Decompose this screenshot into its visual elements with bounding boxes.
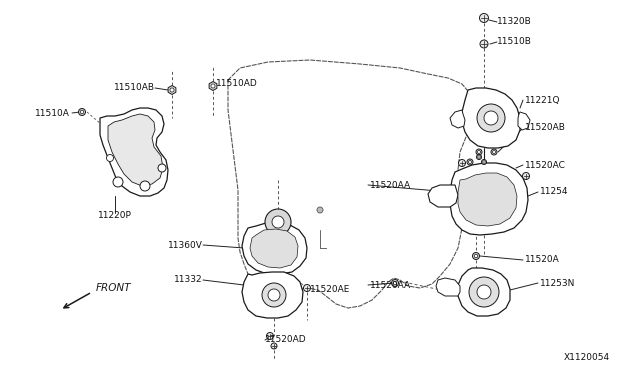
Circle shape [476, 149, 482, 155]
Circle shape [266, 333, 273, 340]
Text: 11221Q: 11221Q [525, 96, 561, 105]
Circle shape [477, 154, 481, 160]
Circle shape [140, 181, 150, 191]
Circle shape [481, 160, 486, 164]
Text: 11520AA: 11520AA [370, 180, 411, 189]
Circle shape [467, 159, 473, 165]
Text: 11510AB: 11510AB [114, 83, 155, 93]
Circle shape [477, 151, 481, 154]
Polygon shape [450, 110, 465, 128]
Text: 11520AA: 11520AA [370, 280, 411, 289]
Circle shape [393, 281, 397, 285]
Text: 11510AD: 11510AD [216, 80, 258, 89]
Circle shape [268, 289, 280, 301]
Circle shape [477, 104, 505, 132]
Polygon shape [436, 278, 460, 296]
Text: 11253N: 11253N [540, 279, 575, 288]
Text: 11510A: 11510A [35, 109, 70, 118]
Circle shape [113, 177, 123, 187]
Polygon shape [108, 114, 163, 186]
Text: 11510B: 11510B [497, 38, 532, 46]
Polygon shape [450, 163, 528, 235]
Circle shape [484, 111, 498, 125]
Text: 11332: 11332 [174, 276, 203, 285]
Polygon shape [250, 229, 298, 268]
Circle shape [317, 207, 323, 213]
Text: 11520A: 11520A [525, 256, 560, 264]
Circle shape [480, 40, 488, 48]
Text: 11320B: 11320B [497, 17, 532, 26]
Text: 11520AD: 11520AD [265, 336, 307, 344]
Text: 11360V: 11360V [168, 241, 203, 250]
Polygon shape [228, 60, 474, 308]
Polygon shape [100, 108, 168, 196]
Circle shape [472, 253, 479, 260]
Circle shape [170, 88, 174, 92]
Polygon shape [428, 185, 458, 207]
Polygon shape [242, 222, 307, 274]
Circle shape [158, 164, 166, 172]
Circle shape [522, 173, 529, 180]
Circle shape [262, 283, 286, 307]
Polygon shape [518, 112, 530, 130]
Text: 11520AE: 11520AE [310, 285, 350, 295]
Polygon shape [209, 81, 217, 90]
Text: 11254: 11254 [540, 187, 568, 196]
Circle shape [392, 279, 399, 286]
Circle shape [211, 84, 215, 88]
Circle shape [474, 254, 477, 258]
Circle shape [106, 154, 113, 161]
Circle shape [468, 160, 472, 164]
Polygon shape [168, 86, 176, 94]
Circle shape [265, 209, 291, 235]
Circle shape [272, 216, 284, 228]
Circle shape [469, 277, 499, 307]
Text: 11520AC: 11520AC [525, 160, 566, 170]
Circle shape [477, 285, 491, 299]
Circle shape [79, 109, 86, 115]
Circle shape [458, 160, 465, 167]
Text: X1120054: X1120054 [564, 353, 610, 362]
Text: 11220P: 11220P [98, 211, 132, 219]
Circle shape [483, 161, 485, 163]
Circle shape [479, 13, 488, 22]
Circle shape [80, 110, 84, 114]
Circle shape [303, 285, 310, 292]
Circle shape [271, 343, 277, 349]
Polygon shape [458, 173, 517, 226]
Polygon shape [458, 268, 510, 316]
Circle shape [491, 149, 497, 155]
Polygon shape [242, 272, 303, 318]
Text: 11520AB: 11520AB [525, 124, 566, 132]
Text: FRONT: FRONT [96, 283, 131, 293]
Circle shape [493, 151, 495, 154]
Polygon shape [462, 88, 520, 148]
Circle shape [477, 156, 480, 158]
